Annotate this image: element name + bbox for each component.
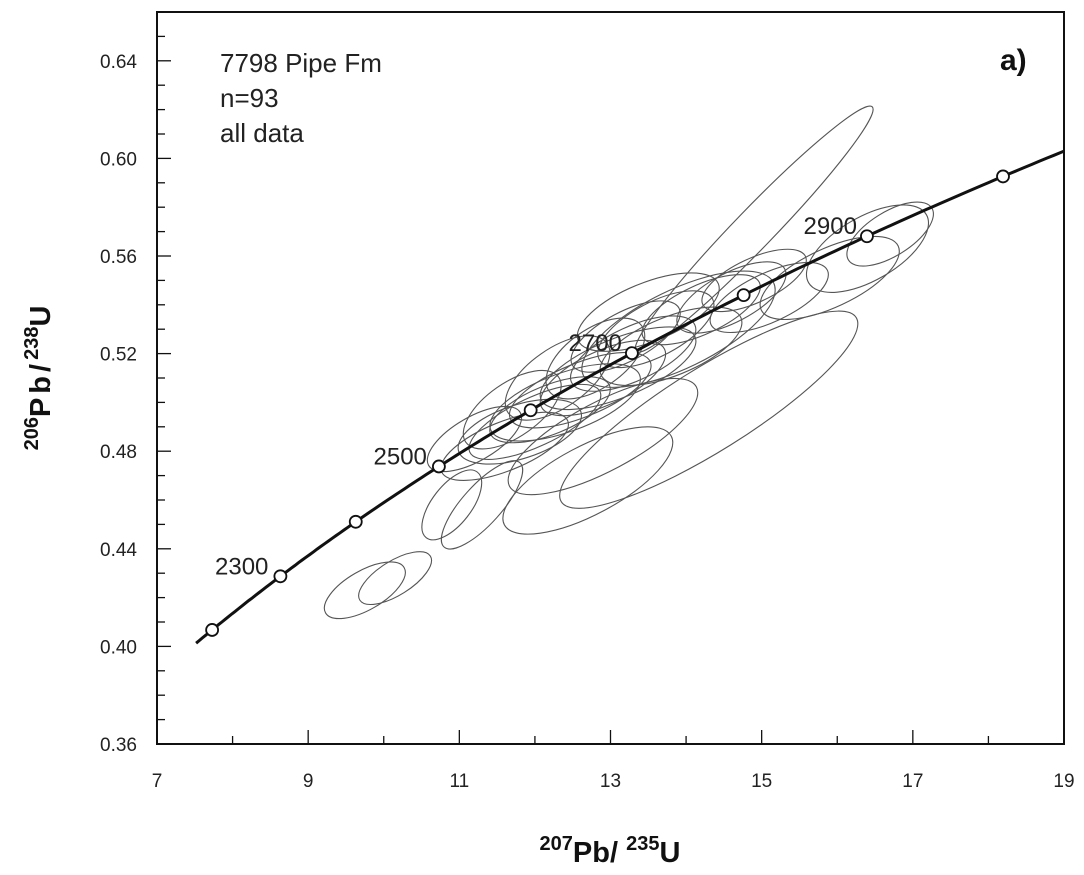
y-tick-label: 0.40 (100, 637, 137, 658)
age-label: 2500 (374, 443, 427, 470)
x-axis-elem-b: U (659, 837, 680, 869)
error-ellipse (507, 377, 699, 496)
error-ellipse (358, 551, 433, 605)
y-axis-mass-b: 238 (21, 327, 43, 360)
x-tick-label: 19 (1053, 771, 1074, 792)
x-axis-mass-b: 235 (626, 833, 659, 855)
error-ellipse (421, 469, 483, 541)
age-marker (432, 459, 446, 474)
error-ellipse (323, 561, 406, 620)
x-tick-label: 17 (902, 771, 923, 792)
y-tick-label: 0.44 (100, 540, 137, 561)
age-marker (273, 569, 288, 584)
concordia-line (195, 149, 1064, 645)
error-ellipse (569, 315, 697, 392)
x-axis-title: 207Pb/ 235U (540, 833, 681, 869)
error-ellipse (426, 405, 523, 473)
x-axis-mass-a: 207 (540, 833, 573, 855)
error-ellipse (805, 204, 930, 293)
x-tick-label: 15 (751, 771, 772, 792)
y-axis-title: 206Pb/238U (21, 306, 57, 451)
age-marker (736, 288, 751, 303)
age-marker (523, 403, 538, 418)
y-axis-mass-a: 206 (21, 417, 43, 450)
x-tick-label: 7 (152, 771, 163, 792)
y-tick-label: 0.64 (100, 52, 137, 73)
error-ellipse (559, 310, 859, 509)
y-tick-label: 0.36 (100, 735, 137, 756)
error-ellipse (539, 339, 667, 417)
sample-count: n=93 (220, 83, 279, 113)
error-ellipse (759, 235, 900, 321)
y-axis-elem-b: U (25, 306, 57, 327)
error-ellipse (468, 383, 602, 461)
age-label: 2300 (215, 553, 268, 580)
x-tick-label: 9 (303, 771, 314, 792)
error-ellipse (581, 270, 776, 388)
age-marker (996, 169, 1010, 184)
error-ellipse (462, 369, 562, 450)
error-ellipse (545, 317, 646, 400)
x-tick-label: 13 (600, 771, 621, 792)
error-ellipse (570, 300, 681, 373)
y-tick-label: 0.52 (100, 345, 137, 366)
concordia-curve (195, 149, 1064, 645)
axis-ticks: 7 9 11 13 15 17 19 0.36 0.40 0.44 0.48 0.52 0.56 0.60… (100, 11, 1075, 792)
age-marker (348, 514, 363, 529)
age-marker (625, 346, 639, 361)
error-ellipse (502, 426, 674, 535)
error-ellipse (597, 290, 715, 369)
error-ellipse (701, 248, 807, 313)
error-ellipse (641, 274, 761, 346)
age-marker (205, 623, 220, 637)
error-ellipse (539, 326, 697, 411)
y-tick-label: 0.48 (100, 442, 137, 463)
panel-label: a) (1000, 44, 1027, 77)
sample-note: all data (220, 118, 304, 148)
age-label: 2900 (804, 213, 857, 240)
sample-name: 7798 Pipe Fm (220, 48, 382, 78)
error-ellipse (599, 306, 743, 387)
age-marker (860, 229, 874, 244)
y-axis-elem-a: Pb/ (25, 360, 57, 417)
age-label: 2700 (569, 330, 622, 357)
error-ellipse (440, 460, 524, 550)
y-tick-label: 0.56 (100, 247, 137, 268)
error-ellipses (323, 105, 934, 620)
y-tick-label: 0.60 (100, 149, 137, 170)
x-axis-elem-a: Pb/ (573, 837, 618, 869)
error-ellipse (504, 335, 611, 421)
error-ellipse (489, 363, 641, 442)
x-tick-label: 11 (449, 771, 469, 792)
